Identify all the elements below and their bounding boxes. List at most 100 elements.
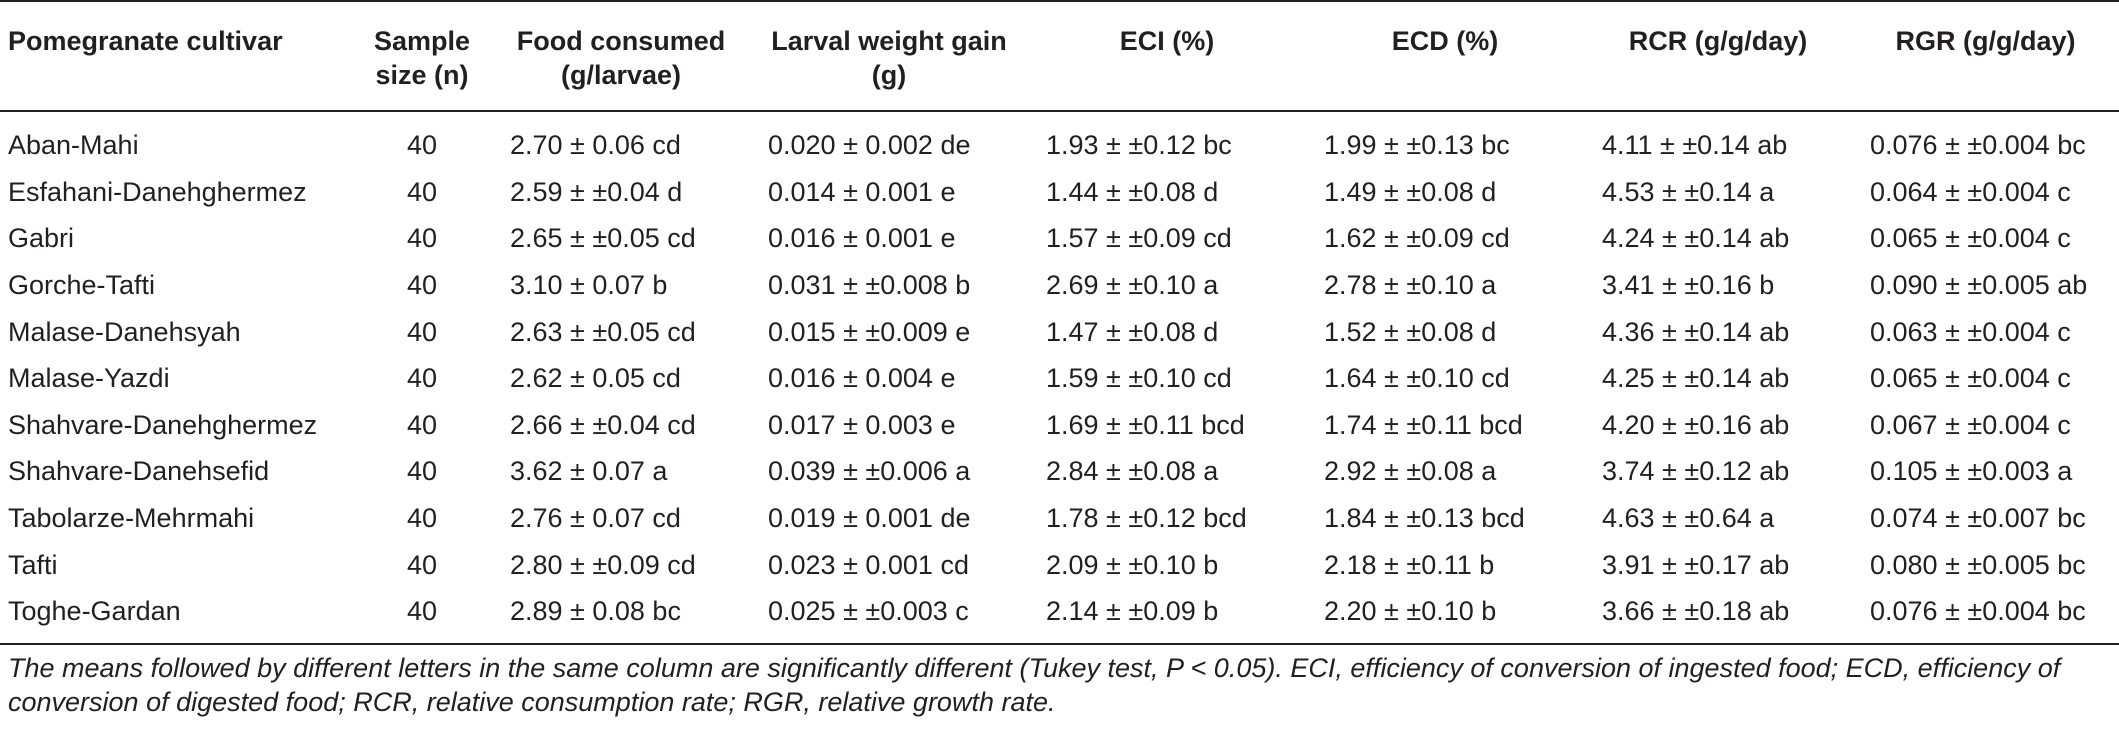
value-cell: 0.031 ± ±0.008 b: [768, 270, 971, 301]
value-cell: 0.090 ± ±0.005 ab: [1870, 270, 2088, 301]
value-cell: 2.65 ± ±0.05 cd: [510, 223, 696, 254]
value-cell: 2.20 ± ±0.10 b: [1324, 596, 1497, 627]
table-row: Malase-Yazdi 40 2.62 ± 0.05 cd 0.016 ± 0.00…: [0, 355, 2119, 402]
value-cell: 3.91 ± ±0.17 ab: [1602, 549, 1790, 580]
value-cell: 2.66 ± ±0.04 cd: [510, 409, 696, 440]
header-eci: ECI (%): [1028, 0, 1306, 112]
value-cell: 4.24 ± ±0.14 ab: [1602, 223, 1790, 254]
cultivar-name-cell: Toghe-Gardan: [8, 596, 181, 627]
table-header-row: Pomegranate cultivar Sample size (n) Food …: [0, 0, 2119, 112]
value-cell: 0.074 ± ±0.007 bc: [1870, 503, 2086, 534]
sample-size-cell: 40: [406, 270, 438, 301]
value-cell: 1.64 ± ±0.10 cd: [1324, 363, 1510, 394]
value-cell: 4.53 ± ±0.14 a: [1602, 176, 1775, 207]
value-cell: 2.89 ± 0.08 bc: [510, 596, 681, 627]
table-row: Malase-Danehsyah 40 2.63 ± ±0.05 cd 0.015 ±…: [0, 308, 2119, 355]
value-cell: 1.62 ± ±0.09 cd: [1324, 223, 1510, 254]
value-cell: 0.016 ± 0.004 e: [768, 363, 956, 394]
cultivar-name-cell: Shahvare-Danehghermez: [8, 409, 318, 440]
table-row: Gabri 40 2.65 ± ±0.05 cd 0.016 ± 0.001 e 1.5…: [0, 215, 2119, 262]
header-rcr: RCR (g/g/day): [1584, 0, 1852, 112]
header-larval-weight-gain: Larval weight gain (g): [750, 0, 1028, 112]
table-row: Toghe-Gardan 40 2.89 ± 0.08 bc 0.025 ± ±0.0…: [0, 588, 2119, 643]
value-cell: 0.064 ± ±0.004 c: [1870, 176, 2071, 207]
table-body: Aban-Mahi 40 2.70 ± 0.06 cd 0.020 ± 0.002 d…: [0, 111, 2119, 643]
header-ecd: ECD (%): [1306, 0, 1584, 112]
value-cell: 0.076 ± ±0.004 bc: [1870, 596, 2086, 627]
value-cell: 0.105 ± ±0.003 a: [1870, 456, 2073, 487]
value-cell: 1.99 ± ±0.13 bc: [1324, 130, 1510, 161]
sample-size-cell: 40: [406, 596, 438, 627]
sample-size-cell: 40: [406, 549, 438, 580]
cultivar-results-table: Pomegranate cultivar Sample size (n) Food …: [0, 0, 2119, 643]
value-cell: 0.020 ± 0.002 de: [768, 130, 971, 161]
value-cell: 1.57 ± ±0.09 cd: [1046, 223, 1232, 254]
sample-size-cell: 40: [406, 503, 438, 534]
value-cell: 1.78 ± ±0.12 bcd: [1046, 503, 1247, 534]
value-cell: 1.49 ± ±0.08 d: [1324, 176, 1497, 207]
value-cell: 0.014 ± 0.001 e: [768, 176, 956, 207]
value-cell: 2.69 ± ±0.10 a: [1046, 270, 1219, 301]
value-cell: 2.78 ± ±0.10 a: [1324, 270, 1497, 301]
cultivar-name-cell: Malase-Yazdi: [8, 363, 170, 394]
value-cell: 2.59 ± ±0.04 d: [510, 176, 683, 207]
table-row: Shahvare-Danehghermez 40 2.66 ± ±0.04 cd 0.…: [0, 402, 2119, 449]
table-bottom-rule: [0, 642, 2119, 645]
value-cell: 1.47 ± ±0.08 d: [1046, 316, 1219, 347]
sample-size-cell: 40: [406, 223, 438, 254]
sample-size-cell: 40: [406, 409, 438, 440]
table-row: Tabolarze-Mehrmahi 40 2.76 ± 0.07 cd 0.019 …: [0, 495, 2119, 542]
cultivar-name-cell: Gabri: [8, 223, 75, 254]
value-cell: 0.067 ± ±0.004 c: [1870, 409, 2071, 440]
value-cell: 4.36 ± ±0.14 ab: [1602, 316, 1790, 347]
table-row: Aban-Mahi 40 2.70 ± 0.06 cd 0.020 ± 0.002 d…: [0, 111, 2119, 169]
value-cell: 1.59 ± ±0.10 cd: [1046, 363, 1232, 394]
value-cell: 0.015 ± ±0.009 e: [768, 316, 971, 347]
cultivar-name-cell: Tafti: [8, 549, 58, 580]
value-cell: 2.76 ± 0.07 cd: [510, 503, 681, 534]
header-cultivar: Pomegranate cultivar: [0, 0, 352, 112]
table-row: Gorche-Tafti 40 3.10 ± 0.07 b 0.031 ± ±0.00…: [0, 262, 2119, 309]
value-cell: 0.017 ± 0.003 e: [768, 409, 956, 440]
value-cell: 3.41 ± ±0.16 b: [1602, 270, 1775, 301]
table-footnote: The means followed by different letters …: [8, 652, 2061, 717]
value-cell: 2.18 ± ±0.11 b: [1324, 549, 1495, 580]
value-cell: 0.080 ± ±0.005 bc: [1870, 549, 2086, 580]
value-cell: 3.66 ± ±0.18 ab: [1602, 596, 1790, 627]
header-food-consumed: Food consumed (g/larvae): [492, 0, 750, 112]
value-cell: 1.93 ± ±0.12 bc: [1046, 130, 1232, 161]
table-row: Tafti 40 2.80 ± ±0.09 cd 0.023 ± 0.001 cd 2.…: [0, 541, 2119, 588]
value-cell: 0.065 ± ±0.004 c: [1870, 363, 2071, 394]
table-row: Esfahani-Danehghermez 40 2.59 ± ±0.04 d 0.0…: [0, 169, 2119, 216]
value-cell: 2.80 ± ±0.09 cd: [510, 549, 696, 580]
value-cell: 1.84 ± ±0.13 bcd: [1324, 503, 1525, 534]
value-cell: 2.70 ± 0.06 cd: [510, 130, 681, 161]
value-cell: 0.065 ± ±0.004 c: [1870, 223, 2071, 254]
value-cell: 0.019 ± 0.001 de: [768, 503, 971, 534]
value-cell: 3.10 ± 0.07 b: [510, 270, 668, 301]
header-rgr: RGR (g/g/day): [1852, 0, 2119, 112]
value-cell: 0.025 ± ±0.003 c: [768, 596, 969, 627]
value-cell: 3.62 ± 0.07 a: [510, 456, 668, 487]
value-cell: 0.039 ± ±0.006 a: [768, 456, 971, 487]
value-cell: 0.016 ± 0.001 e: [768, 223, 956, 254]
value-cell: 0.063 ± ±0.004 c: [1870, 316, 2071, 347]
value-cell: 2.92 ± ±0.08 a: [1324, 456, 1497, 487]
value-cell: 2.14 ± ±0.09 b: [1046, 596, 1219, 627]
cultivar-name-cell: Malase-Danehsyah: [8, 316, 241, 347]
value-cell: 4.20 ± ±0.16 ab: [1602, 409, 1790, 440]
cultivar-name-cell: Esfahani-Danehghermez: [8, 176, 307, 207]
value-cell: 4.25 ± ±0.14 ab: [1602, 363, 1790, 394]
cultivar-name-cell: Tabolarze-Mehrmahi: [8, 503, 255, 534]
cultivar-name-cell: Gorche-Tafti: [8, 270, 156, 301]
header-sample-size: Sample size (n): [352, 0, 492, 112]
value-cell: 4.63 ± ±0.64 a: [1602, 503, 1775, 534]
value-cell: 1.44 ± ±0.08 d: [1046, 176, 1219, 207]
value-cell: 1.74 ± ±0.11 bcd: [1324, 409, 1523, 440]
sample-size-cell: 40: [406, 130, 438, 161]
value-cell: 1.69 ± ±0.11 bcd: [1046, 409, 1245, 440]
value-cell: 3.74 ± ±0.12 ab: [1602, 456, 1790, 487]
sample-size-cell: 40: [406, 363, 438, 394]
value-cell: 1.52 ± ±0.08 d: [1324, 316, 1497, 347]
cultivar-name-cell: Shahvare-Danehsefid: [8, 456, 270, 487]
